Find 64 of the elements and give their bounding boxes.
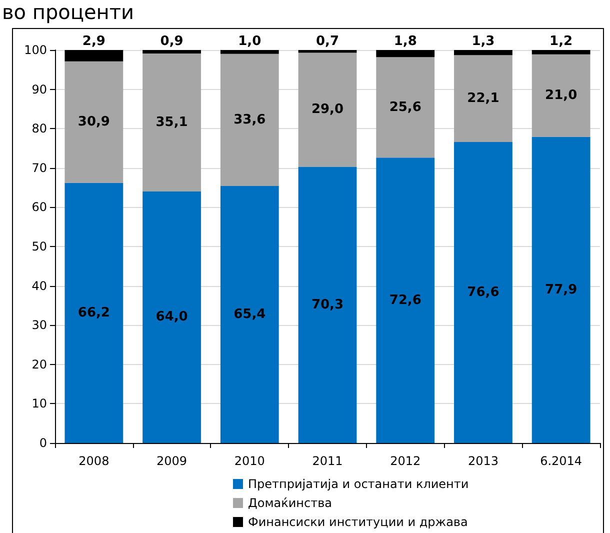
bar	[142, 191, 201, 443]
y-tick-label: 30	[32, 318, 47, 332]
bar	[454, 55, 512, 142]
bar	[220, 186, 279, 443]
data-label: 0,7	[316, 34, 340, 49]
bar	[298, 166, 357, 443]
y-tick-label: 90	[32, 82, 47, 96]
data-label: 70,3	[311, 297, 344, 312]
y-tick-label: 100	[24, 43, 47, 57]
data-label: 35,1	[156, 115, 188, 130]
data-label: 33,6	[234, 112, 266, 128]
legend-label: Претпријатија и останати клиенти	[248, 477, 469, 491]
bar	[142, 50, 201, 54]
bar	[376, 50, 435, 58]
bar	[220, 50, 279, 54]
y-tick-label: 10	[32, 396, 47, 411]
x-tick-label: 2011	[312, 454, 343, 468]
data-label: 66,2	[78, 305, 110, 320]
y-tick-label: 20	[32, 357, 47, 372]
data-label: 1,2	[550, 34, 573, 49]
x-tick-label: 2013	[468, 454, 498, 468]
legend-label: Домаќинства	[248, 496, 332, 510]
bar	[454, 142, 512, 443]
data-label: 30,9	[78, 114, 110, 130]
bar	[532, 50, 590, 54]
legend-label: Финансиски институции и држава	[248, 515, 468, 529]
x-tick-label: 2009	[156, 454, 188, 468]
data-label: 1,8	[394, 34, 417, 49]
data-label: 21,0	[545, 88, 578, 104]
bar	[64, 50, 124, 62]
bar	[454, 50, 512, 56]
data-label: 29,0	[311, 102, 344, 118]
data-label: 0,9	[160, 34, 184, 49]
data-label: 1,0	[238, 34, 262, 49]
x-tick-label: 6.2014	[540, 454, 582, 468]
bar	[64, 61, 124, 183]
bar	[532, 54, 590, 137]
bar	[298, 52, 357, 167]
y-tick-label: 70	[32, 160, 47, 175]
bar	[220, 54, 279, 186]
bar	[298, 50, 357, 53]
x-tick-label: 2012	[390, 454, 421, 468]
data-label: 1,3	[472, 34, 495, 49]
data-label: 77,9	[545, 282, 578, 298]
y-tick-label: 50	[32, 240, 47, 254]
y-tick-label: 60	[32, 200, 47, 214]
bar	[142, 54, 201, 192]
data-label: 76,6	[467, 284, 500, 300]
x-tick-label: 2008	[78, 454, 110, 468]
data-label: 64,0	[156, 310, 188, 325]
data-label: 72,6	[389, 292, 422, 308]
y-tick-label: 40	[32, 278, 47, 293]
bar	[532, 136, 590, 443]
y-tick-label: 0	[39, 436, 47, 450]
bar	[64, 182, 124, 443]
bar	[376, 158, 435, 443]
y-tick-label: 80	[32, 122, 47, 136]
x-tick-label: 2010	[234, 454, 265, 468]
bar	[376, 57, 435, 158]
data-label: 25,6	[389, 100, 422, 115]
data-label: 65,4	[234, 306, 266, 322]
chart-title: во проценти	[2, 0, 134, 24]
data-label: 2,9	[82, 34, 106, 49]
data-label: 22,1	[467, 91, 500, 106]
